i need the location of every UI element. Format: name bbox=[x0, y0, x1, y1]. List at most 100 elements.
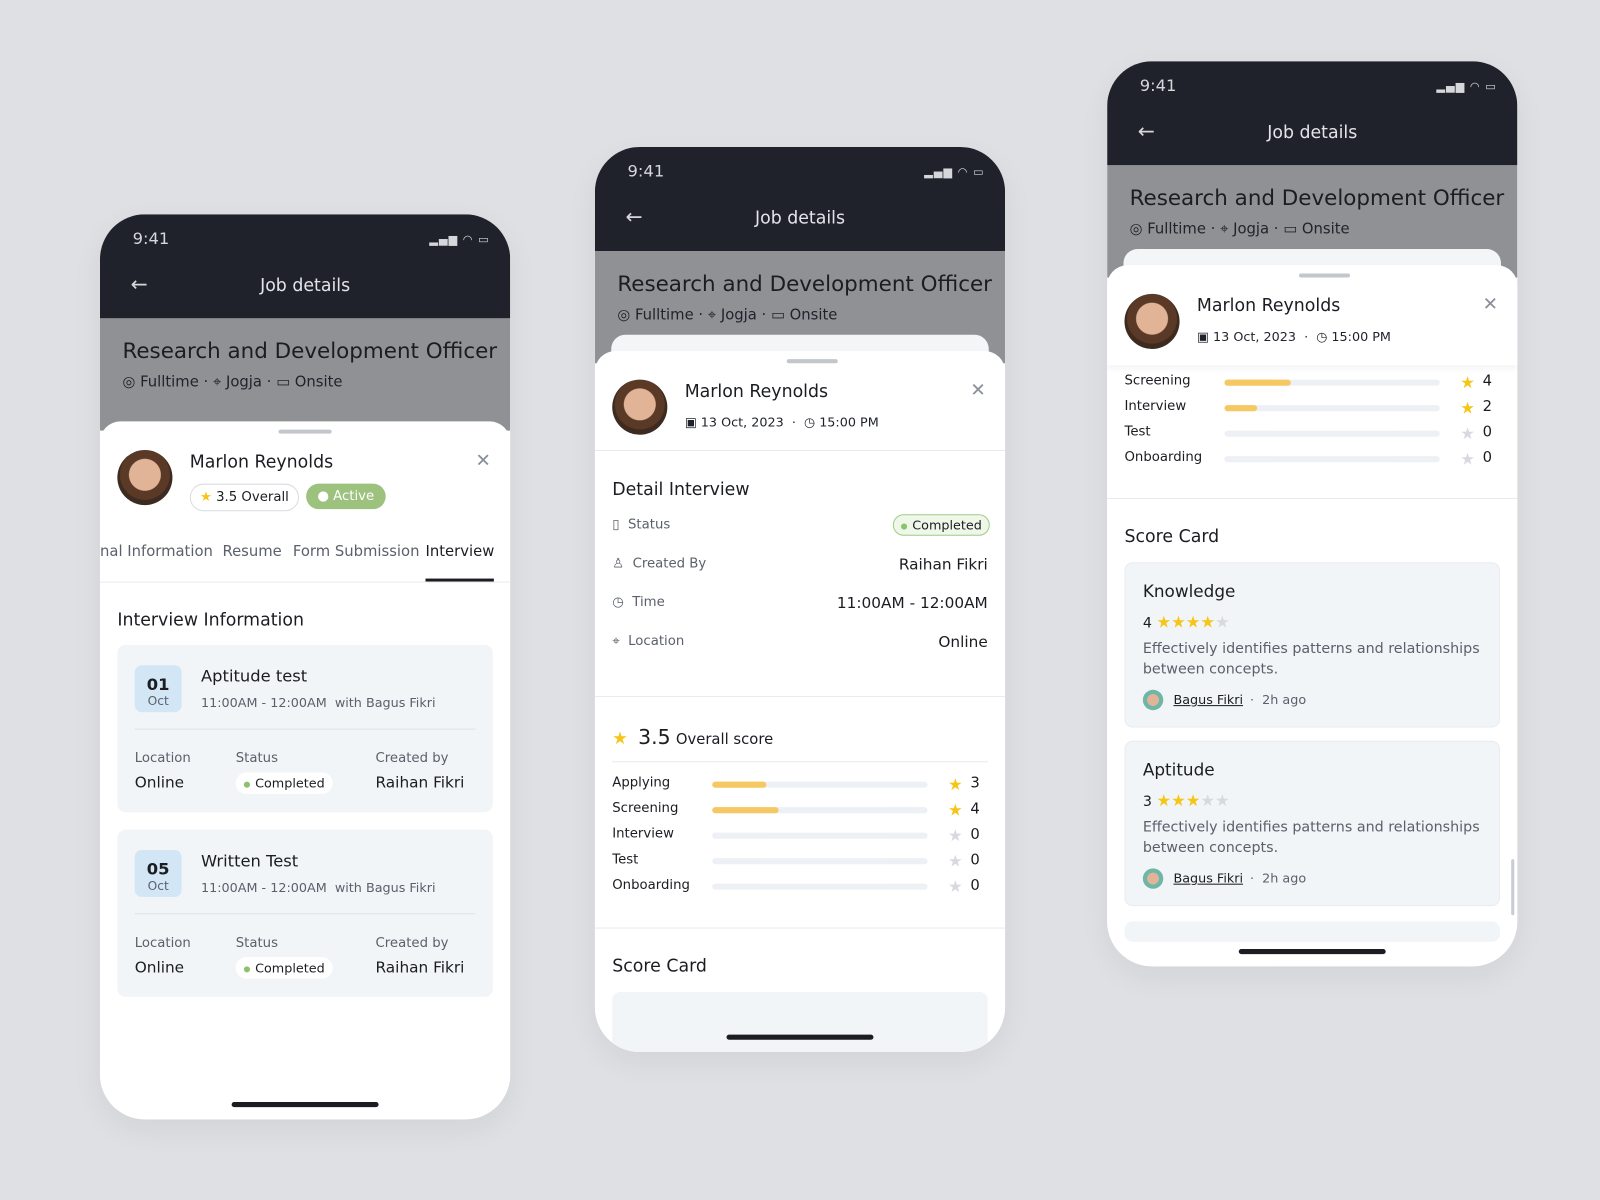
drag-handle[interactable] bbox=[786, 359, 838, 364]
tab-form-submission[interactable]: Form Submission bbox=[292, 543, 420, 561]
stage-bar bbox=[1224, 430, 1440, 437]
stage-row: Onboarding ★ 0 bbox=[1107, 448, 1517, 470]
tab-underline bbox=[425, 578, 494, 582]
clock-icon: ◎ bbox=[122, 374, 141, 391]
time-label: ◷ Time bbox=[612, 594, 665, 611]
interview-time: 11:00AM - 12:00AM with Bagus Fikri bbox=[201, 879, 436, 895]
location-value: Online bbox=[134, 958, 185, 977]
briefcase-icon: ▭ bbox=[1283, 221, 1302, 238]
stage-bar bbox=[712, 781, 928, 788]
stage-row: Onboarding ★ 0 bbox=[595, 877, 1005, 898]
stage-bar-fill bbox=[712, 781, 767, 788]
star-icon: ★ bbox=[1460, 423, 1475, 443]
created-value: Raihan Fikri bbox=[375, 958, 465, 977]
close-icon[interactable]: ✕ bbox=[1482, 293, 1499, 316]
section-title: Interview Information bbox=[117, 610, 304, 631]
criteria-title: Knowledge bbox=[1142, 581, 1236, 602]
tab-personal-information[interactable]: nal Information bbox=[99, 543, 213, 561]
stage-row: Screening ★ 4 bbox=[1107, 372, 1517, 393]
back-button[interactable]: ← bbox=[625, 204, 643, 229]
status-chip: Completed bbox=[892, 514, 990, 536]
stage-row: Interview ★ 2 bbox=[1107, 397, 1517, 419]
created-value: Raihan Fikri bbox=[375, 773, 465, 792]
scrollbar[interactable] bbox=[1511, 859, 1515, 916]
star-icon: ★ bbox=[1200, 790, 1216, 811]
interview-card[interactable]: 05 Oct Written Test 11:00AM - 12:00AM wit… bbox=[117, 829, 493, 997]
star-icon: ★ bbox=[1460, 372, 1475, 392]
drag-handle[interactable] bbox=[278, 429, 332, 434]
stage-bar bbox=[712, 832, 928, 839]
location-label: Location bbox=[134, 751, 191, 767]
calendar-icon: 01 Oct bbox=[134, 665, 182, 713]
section-title: Score Card bbox=[1124, 526, 1220, 547]
interview-title: Aptitude test bbox=[201, 666, 308, 686]
job-tags: ◎ Fulltime · ⌖ Jogja · ▭ Onsite bbox=[617, 307, 838, 324]
pin-icon: ⌖ bbox=[212, 374, 226, 391]
stage-name: Interview bbox=[1124, 398, 1187, 415]
interview-title: Written Test bbox=[201, 851, 299, 871]
created-label: Created by bbox=[375, 751, 449, 767]
status-icons: ▂▄▆ ◠ ▭ bbox=[924, 165, 985, 179]
home-indicator bbox=[1238, 948, 1386, 955]
stage-score: 2 bbox=[1482, 398, 1493, 416]
stage-score: 0 bbox=[1482, 449, 1493, 467]
interview-sheet: Marlon Reynolds ✕ ▣ 13 Oct, 2023 · ◷ 15:… bbox=[594, 351, 1006, 1053]
job-tags: ◎ Fulltime · ⌖ Jogja · ▭ Onsite bbox=[1129, 221, 1350, 238]
star-icon: ★ bbox=[199, 489, 212, 506]
criteria-title: Aptitude bbox=[1142, 760, 1215, 780]
stage-row: Applying ★ 3 bbox=[595, 774, 1005, 796]
star-icon: ★ bbox=[1460, 397, 1475, 418]
star-icon: ★ bbox=[1156, 612, 1172, 632]
stage-row: Screening ★ 4 bbox=[595, 800, 1005, 821]
home-indicator bbox=[726, 1034, 874, 1040]
time-ago: · 2h ago bbox=[1249, 870, 1307, 886]
interview-datetime: ▣ 13 Oct, 2023 · ◷ 15:00 PM bbox=[684, 414, 879, 430]
stage-bar bbox=[712, 807, 928, 814]
status-label: ▯ Status bbox=[612, 517, 671, 533]
stage-score: 4 bbox=[970, 801, 980, 818]
stage-bar bbox=[712, 883, 928, 890]
stage-name: Interview bbox=[612, 826, 674, 842]
avatar bbox=[117, 449, 173, 506]
criteria-rating: 3 ★★★★★ bbox=[1142, 790, 1230, 811]
status-icons: ▂▄▆ ◠ ▭ bbox=[429, 232, 490, 246]
stage-bar-fill bbox=[1224, 405, 1257, 412]
star-icon: ★ bbox=[947, 825, 963, 845]
candidate-name: Marlon Reynolds bbox=[189, 452, 334, 473]
criteria-rating: 4 ★★★★★ bbox=[1142, 612, 1230, 632]
criteria-description: Effectively identifies patterns and rela… bbox=[1142, 640, 1480, 678]
calendar-icon: ▣ bbox=[684, 414, 701, 430]
briefcase-icon: ▭ bbox=[276, 374, 295, 391]
close-icon[interactable]: ✕ bbox=[970, 379, 986, 402]
author-avatar bbox=[1142, 689, 1164, 711]
interview-time: 11:00AM - 12:00AM with Bagus Fikri bbox=[201, 694, 436, 711]
interview-datetime: ▣ 13 Oct, 2023 · ◷ 15:00 PM bbox=[1196, 328, 1391, 344]
back-button[interactable]: ← bbox=[1137, 118, 1155, 143]
created-label: ♙ Created By bbox=[612, 556, 707, 572]
tab-interview[interactable]: Interview bbox=[425, 543, 495, 561]
author-link[interactable]: Bagus Fikri bbox=[1173, 691, 1244, 708]
interview-card[interactable]: 01 Oct Aptitude test 11:00AM - 12:00AM wi… bbox=[117, 644, 493, 813]
drag-handle[interactable] bbox=[1298, 273, 1350, 278]
status-chip: Completed bbox=[235, 957, 333, 979]
score-card-item: Aptitude 3 ★★★★★ Effectively identifies … bbox=[1124, 740, 1500, 907]
stage-score: 0 bbox=[970, 877, 980, 894]
top-bar bbox=[1107, 61, 1518, 166]
section-title: Score Card bbox=[612, 956, 707, 977]
user-icon: ♙ bbox=[612, 556, 629, 572]
close-icon[interactable]: ✕ bbox=[475, 449, 491, 472]
back-button[interactable]: ← bbox=[130, 271, 148, 296]
stage-bar bbox=[1224, 405, 1440, 412]
stage-name: Applying bbox=[612, 775, 671, 791]
job-title: Research and Development Officer bbox=[617, 271, 993, 296]
tab-resume[interactable]: Resume bbox=[222, 543, 282, 561]
divider bbox=[99, 581, 511, 583]
stage-name: Onboarding bbox=[612, 877, 690, 893]
score-sheet: Screening ★ 4 Interview ★ 2 Test ★ 0 Onboar… bbox=[1107, 265, 1518, 967]
phone-icon: ▯ bbox=[612, 517, 624, 533]
author-link[interactable]: Bagus Fikri bbox=[1173, 870, 1244, 886]
divider bbox=[1107, 497, 1518, 499]
divider bbox=[594, 449, 1006, 452]
star-icon: ★ bbox=[1460, 448, 1475, 469]
stage-name: Screening bbox=[612, 801, 679, 817]
